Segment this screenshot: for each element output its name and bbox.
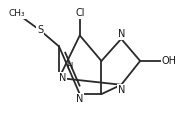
Text: N: N	[117, 29, 125, 39]
Text: CH₃: CH₃	[8, 9, 25, 18]
Text: N: N	[59, 73, 66, 83]
Text: N: N	[76, 94, 83, 104]
Text: H: H	[66, 62, 73, 71]
Text: S: S	[37, 25, 43, 35]
Text: Cl: Cl	[75, 8, 85, 18]
Text: N: N	[117, 85, 125, 95]
Text: OH: OH	[162, 56, 177, 66]
